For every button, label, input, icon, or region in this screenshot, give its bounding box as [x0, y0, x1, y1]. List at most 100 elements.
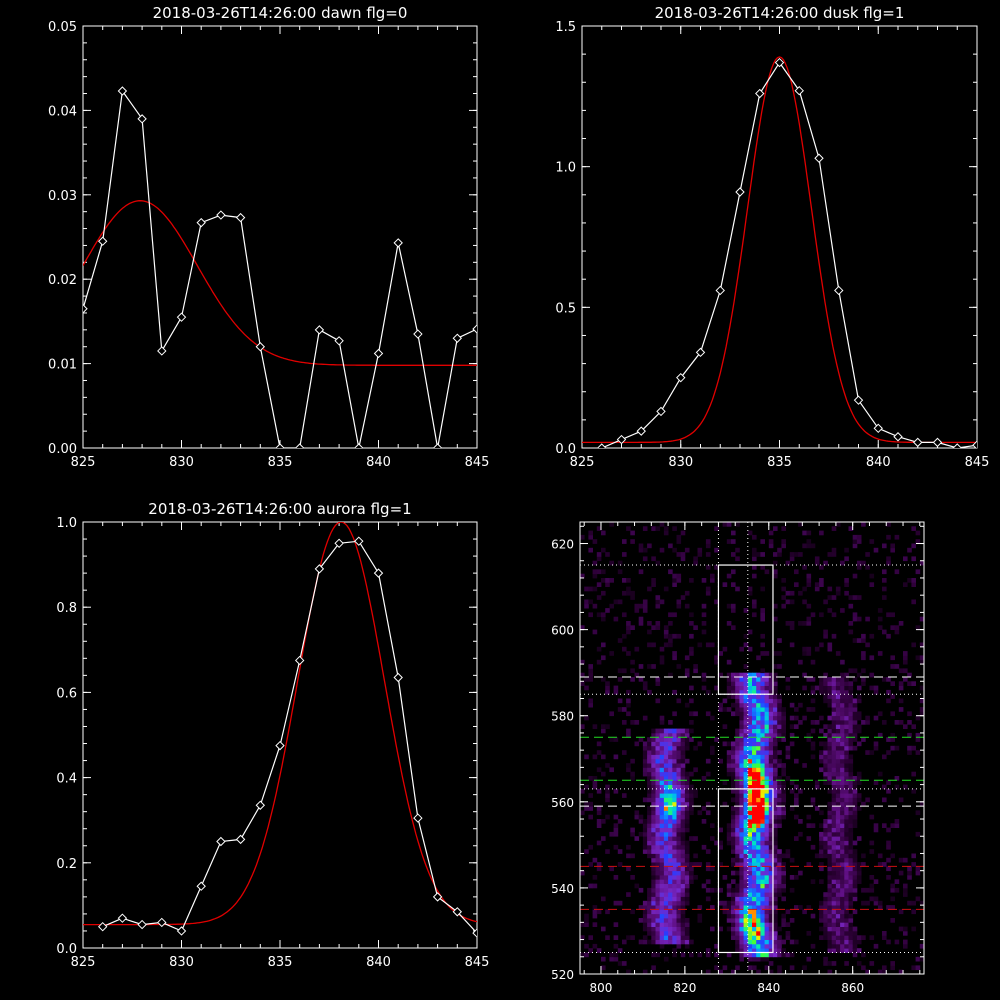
heatmap-cell [655, 844, 661, 850]
heatmap-cell [659, 797, 665, 803]
heatmap-cell [768, 827, 774, 833]
heatmap-cell [680, 926, 686, 932]
heatmap-cell [865, 642, 870, 648]
heatmap-cell [655, 862, 661, 867]
heatmap-cell [760, 905, 765, 910]
heatmap-cell [722, 741, 728, 747]
heatmap-cell [869, 685, 875, 691]
heatmap-cell [903, 582, 908, 587]
heatmap-cell [798, 552, 803, 557]
heatmap-cell [823, 819, 828, 824]
heatmap-cell [844, 724, 849, 729]
heatmap-cell [773, 651, 778, 656]
heatmap-cell [743, 698, 749, 704]
heatmap-cell [739, 788, 744, 794]
heatmap-cell [819, 849, 824, 854]
heatmap-cell [773, 702, 778, 708]
heatmap-cell [731, 931, 736, 936]
heatmap-cell [647, 771, 652, 777]
heatmap-cell [882, 862, 887, 867]
heatmap-cell [592, 586, 598, 592]
heatmap-cell [714, 952, 719, 958]
heatmap-cell [768, 866, 774, 872]
heatmap-cell [756, 745, 761, 751]
heatmap-cell [672, 883, 677, 889]
heatmap-cell [781, 810, 786, 816]
heatmap-cell [764, 810, 770, 816]
heatmap-cell [601, 754, 606, 760]
heatmap-cell [890, 664, 895, 669]
heatmap-cell [752, 750, 757, 755]
heatmap-cell [831, 853, 837, 859]
heatmap-cell [617, 961, 623, 966]
heatmap-cell [869, 750, 875, 755]
heatmap-cell [756, 806, 761, 811]
heatmap-cell [739, 819, 744, 824]
heatmap-cell [752, 534, 757, 540]
heatmap-cell [710, 905, 715, 910]
heatmap-cell [676, 931, 682, 936]
heatmap-cell [743, 633, 749, 639]
heatmap-cell [882, 969, 887, 975]
heatmap-cell [907, 732, 912, 738]
heatmap-cell [835, 750, 841, 755]
heatmap-cell [747, 754, 753, 760]
heatmap-cell [651, 737, 656, 742]
heatmap-cell [655, 875, 661, 880]
heatmap-cell [756, 844, 761, 850]
heatmap-cell [768, 750, 774, 755]
heatmap-cell [747, 922, 753, 927]
heatmap-cell [668, 642, 673, 648]
heatmap-cell [848, 831, 854, 837]
heatmap-cell [840, 793, 845, 798]
heatmap-cell [647, 905, 652, 910]
heatmap-cell [739, 862, 744, 867]
heatmap-cell [856, 534, 862, 540]
heatmap-cell [802, 685, 807, 691]
heatmap-cell [659, 771, 665, 777]
heatmap-cell [605, 685, 610, 691]
heatmap-cell [731, 909, 736, 915]
heatmap-cell [856, 560, 862, 566]
heatmap-cell [840, 659, 845, 665]
heatmap-cell [701, 621, 707, 626]
heatmap-cell [672, 573, 677, 579]
heatmap-cell [739, 711, 744, 717]
heatmap-cell [617, 948, 623, 953]
heatmap-cell [630, 720, 635, 725]
heatmap-cell [882, 720, 887, 725]
heatmap-cell [743, 642, 749, 648]
heatmap-cell [642, 840, 648, 846]
heatmap-cell [659, 853, 665, 859]
heatmap-cell [659, 745, 665, 751]
heatmap-cell [814, 784, 820, 790]
heatmap-cell [735, 793, 740, 798]
heatmap-cell [882, 823, 887, 828]
heatmap-cell [865, 552, 870, 557]
heatmap-cell [756, 849, 761, 854]
heatmap-cell [663, 849, 669, 854]
heatmap-cell [781, 711, 786, 717]
heatmap-cell [668, 836, 673, 841]
heatmap-cell [680, 771, 686, 777]
heatmap-cells [580, 522, 925, 975]
heatmap-cell [773, 823, 778, 828]
heatmap-cell [705, 711, 711, 717]
heatmap-cell [705, 543, 711, 549]
heatmap-cell [680, 883, 686, 889]
heatmap-cell [865, 616, 870, 622]
heatmap-cell [777, 879, 782, 884]
heatmap-cell [848, 806, 854, 811]
heatmap-cell [831, 595, 837, 600]
heatmap-cell [663, 530, 669, 536]
heatmap-cell [873, 745, 879, 751]
heatmap-cell [835, 844, 841, 850]
heatmap-cell [642, 603, 648, 609]
heatmap-cell [605, 724, 610, 729]
heatmap-cell [840, 702, 845, 708]
heatmap-cell [852, 814, 858, 820]
heatmap-cell [768, 905, 774, 910]
heatmap-cell [739, 702, 744, 708]
heatmap-cell [773, 849, 778, 854]
heatmap-cell [663, 823, 669, 828]
